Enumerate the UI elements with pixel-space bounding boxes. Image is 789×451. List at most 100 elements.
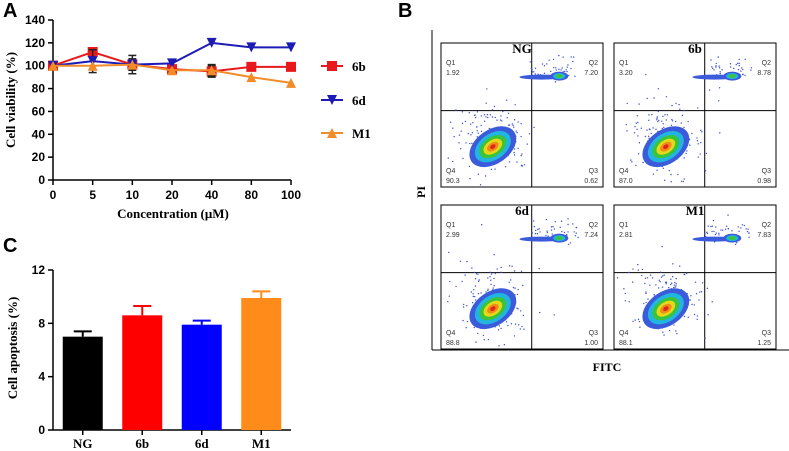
flow-dot [676,332,678,335]
flow-dot [656,116,658,118]
flow-dot [494,168,496,170]
flow-plot-frame [440,204,604,350]
flow-dot [683,109,685,112]
flow-dot [660,276,663,278]
legend-marker-6d [327,95,337,105]
quadrant-name: Q2 [762,60,771,67]
flow-dot [489,271,492,273]
flow-dot [695,293,698,295]
quadrant-value: 7.20 [584,70,598,77]
flow-dot [712,219,715,222]
flow-dot [547,235,549,237]
flow-dot [491,116,494,118]
flow-dot [513,148,516,150]
flow-dot [721,229,724,231]
flow-dot [520,310,522,312]
flow-dot [657,110,659,113]
flow-dot [679,265,681,267]
flow-dot [682,180,684,183]
flow-dot [664,281,667,284]
flow-dot [526,143,528,145]
flow-dot [704,337,706,339]
flow-dot [466,305,468,307]
flow-dot [657,120,659,123]
flow-dot [713,230,715,233]
flow-dot [511,265,513,267]
flow-dot [658,119,660,122]
flow-y-label: PI [414,186,428,198]
flow-dot [489,276,491,278]
flow-dot [463,303,465,306]
bar-y-tick-label: 0 [38,423,45,437]
flow-plot-title: 6b [688,41,702,56]
flow-dot [480,224,483,226]
flow-dot [664,179,666,182]
flow-dot [487,338,490,341]
quadrant-value: 3.20 [619,70,633,77]
flow-dot [511,123,513,125]
flow-density-cluster [663,306,669,312]
flow-dot [700,291,703,293]
flow-dot [731,230,733,232]
flow-dot [649,128,651,131]
line-x-tick-label: 5 [89,188,96,202]
line-y-tick-label: 120 [25,36,45,50]
quadrant-value: 88.1 [619,340,633,347]
flow-dot [737,68,740,71]
flow-dot [566,66,569,68]
flow-dot [543,65,546,67]
data-point-M1 [48,60,58,71]
flow-dot [448,251,450,254]
flow-dot [568,74,570,77]
data-point-6d [246,42,257,53]
flow-dot [746,230,749,233]
flow-dot [725,225,728,227]
flow-dot [449,121,452,123]
line-y-tick-label: 80 [32,82,46,96]
flow-dot [711,67,714,70]
flow-dot [642,161,644,164]
flow-dot [461,122,464,124]
flow-dot [553,228,556,230]
flow-dot [704,169,707,172]
flow-dot [538,228,540,230]
flow-plot-NG: NG Q1 1.92 Q2 7.20 Q4 90.3 Q3 0.62 [440,41,604,188]
flow-dot [686,272,688,275]
flow-dot [554,81,557,83]
flow-dot [718,232,720,235]
flow-dot [474,114,476,116]
flow-dot [549,70,552,73]
flow-dot [730,66,732,68]
flow-density-band [728,74,736,79]
flow-plot-frame [613,204,777,350]
flow-dot [553,66,555,69]
line-legend: 6b 6d M1 [321,59,371,141]
flow-dot [479,184,482,186]
flow-dot [559,226,561,229]
flow-dot [558,54,560,57]
flow-dot [674,281,676,284]
flow-dot [687,316,689,319]
flow-dot [500,271,502,274]
flow-dot [478,279,480,281]
flow-dot [553,314,555,316]
flow-dot [577,236,579,239]
flow-dot [477,132,479,134]
flow-dot [458,134,461,136]
flow-dot [750,69,752,71]
flow-dot [485,116,487,118]
flow-dot [545,218,548,221]
flow-dot [743,224,746,227]
flow-dot [510,323,513,325]
flow-dot [661,286,664,288]
flow-dot [537,228,539,231]
flow-dot [516,293,519,296]
flow-dot [740,227,742,229]
flow-dot [699,291,701,293]
flow-dot [719,71,721,73]
flow-dot [546,63,548,65]
flow-dot [661,120,663,122]
flow-dot [724,228,727,231]
flow-dot [533,126,535,129]
flow-dot [534,232,537,235]
